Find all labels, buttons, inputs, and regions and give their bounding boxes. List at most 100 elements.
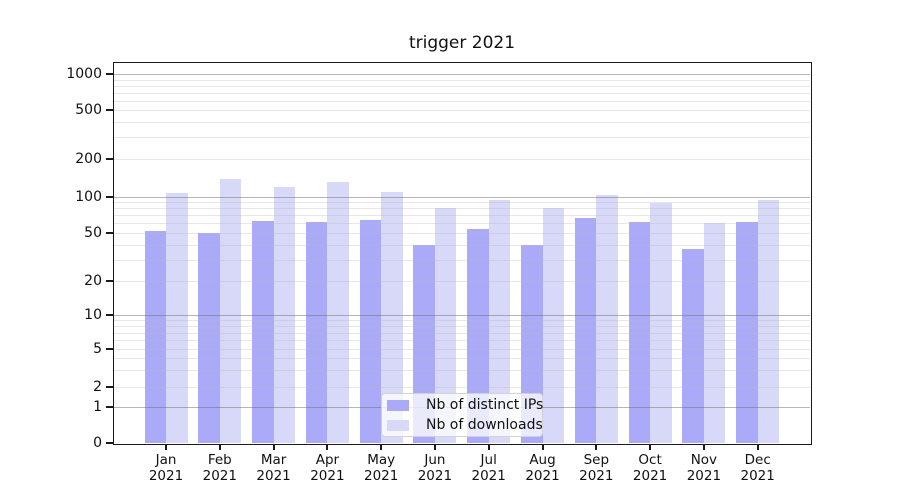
legend: Nb of distinct IPs Nb of downloads [381,393,543,437]
gridline-y-8 [114,326,810,327]
bar-downloads-apr [327,181,349,443]
legend-label-downloads: Nb of downloads [426,417,543,433]
gridline-y-600 [114,100,810,102]
bar-downloads-jan [166,193,188,443]
x-tick-mark-apr [326,445,329,450]
bar-downloads-aug [542,208,564,443]
gridline-y-3 [114,370,810,372]
gridline-y-10 [114,315,810,316]
gridline-y-50 [114,232,810,234]
bar-downloads-nov [703,223,726,443]
bar-downloads-feb [219,179,242,443]
gridline-y-1000 [114,74,810,75]
legend-item-distinct-ips: Nb of distinct IPs [387,397,543,413]
bar-downloads-dec [757,199,780,443]
x-tick-mark-feb [218,445,221,450]
x-tick-label-apr: Apr 2021 [310,452,345,484]
x-tick-mark-jun [433,445,436,450]
gridline-y-80 [114,208,810,210]
bar-distinct-ips-nov [682,248,704,443]
y-tick-label-20: 20 [84,273,102,289]
x-tick-label-jun: Jun 2021 [417,452,453,484]
y-tick-mark-200 [105,157,113,160]
gridline-y-200 [114,158,810,160]
gridline-y-700 [114,92,810,94]
x-tick-label-jan: Jan 2021 [148,452,184,484]
y-tick-label-50: 50 [84,224,102,241]
gridline-y-70 [114,215,810,217]
bar-distinct-ips-mar [252,220,274,443]
gridline-y-4 [114,358,810,360]
x-tick-mark-dec [756,445,759,450]
bar-downloads-oct [650,203,672,443]
x-tick-label-sep: Sep 2021 [579,452,614,484]
x-tick-mark-aug [541,445,544,450]
x-tick-mark-jul [487,445,490,450]
x-tick-mark-may [380,445,383,450]
y-tick-mark-1000 [105,73,113,75]
x-tick-label-may: May 2021 [364,452,399,484]
bar-distinct-ips-jan [144,230,166,443]
gridline-y-90 [114,202,810,204]
y-tick-mark-50 [105,231,113,234]
x-tick-mark-oct [649,445,652,450]
gridline-y-20 [114,281,810,282]
gridline-y-60 [114,223,810,225]
y-tick-label-1: 1 [93,399,102,416]
x-tick-mark-nov [702,445,705,450]
y-tick-mark-20 [105,280,113,282]
x-tick-mark-mar [272,445,275,450]
y-tick-label-1000: 1000 [66,66,102,82]
gridline-y-300 [114,137,810,139]
gridline-y-5 [114,349,810,351]
chart-title: trigger 2021 [408,33,516,53]
gridline-y-800 [114,85,810,87]
gridline-y-500 [114,110,810,111]
bar-distinct-ips-may [359,219,382,443]
y-tick-mark-5 [105,348,113,351]
gridline-y-100 [114,196,810,198]
legend-item-downloads: Nb of downloads [387,417,543,433]
plot-area: Nb of distinct IPs Nb of downloads 0 1 2 5 1… [66,61,812,484]
gridline-y-400 [114,121,810,123]
gridline-y-30 [114,259,810,261]
y-tick-label-100: 100 [75,188,102,205]
y-tick-mark-1 [105,406,113,409]
bar-distinct-ips-sep [574,218,597,443]
x-tick-label-aug: Aug 2021 [525,452,560,484]
legend-swatch-distinct-ips [387,399,409,411]
x-tick-label-mar: Mar 2021 [256,452,291,484]
bar-distinct-ips-apr [305,222,328,443]
x-tick-label-dec: Dec 2021 [740,452,775,484]
x-tick-label-feb: Feb 2021 [202,452,237,484]
y-tick-label-500: 500 [75,102,102,118]
gridline-y-2 [114,386,810,388]
y-tick-mark-0 [105,442,113,444]
bar-downloads-jun [434,207,457,443]
x-tick-label-nov: Nov 2021 [686,452,722,484]
y-tick-label-10: 10 [84,307,102,323]
y-tick-mark-500 [105,109,113,111]
x-tick-label-oct: Oct 2021 [632,452,668,484]
y-tick-mark-10 [105,314,113,316]
bar-downloads-sep [596,194,618,443]
x-tick-label-jul: Jul 2021 [471,452,506,484]
y-tick-label-5: 5 [93,341,102,358]
y-tick-label-2: 2 [93,378,102,395]
bar-downloads-jul [488,199,511,443]
gridline-y-9 [114,320,810,322]
bar-distinct-ips-feb [198,232,220,443]
y-tick-mark-2 [105,385,113,388]
legend-label-distinct-ips: Nb of distinct IPs [426,397,544,413]
y-tick-label-0: 0 [93,435,102,451]
bar-distinct-ips-dec [736,222,758,443]
x-tick-mark-sep [595,445,598,450]
y-tick-label-200: 200 [75,150,102,167]
legend-swatch-downloads [387,419,409,431]
gridline-y-6 [114,340,810,342]
gridline-y-900 [114,79,810,81]
y-tick-mark-100 [105,195,113,198]
gridline-y-7 [114,332,810,334]
bar-distinct-ips-oct [628,222,651,443]
